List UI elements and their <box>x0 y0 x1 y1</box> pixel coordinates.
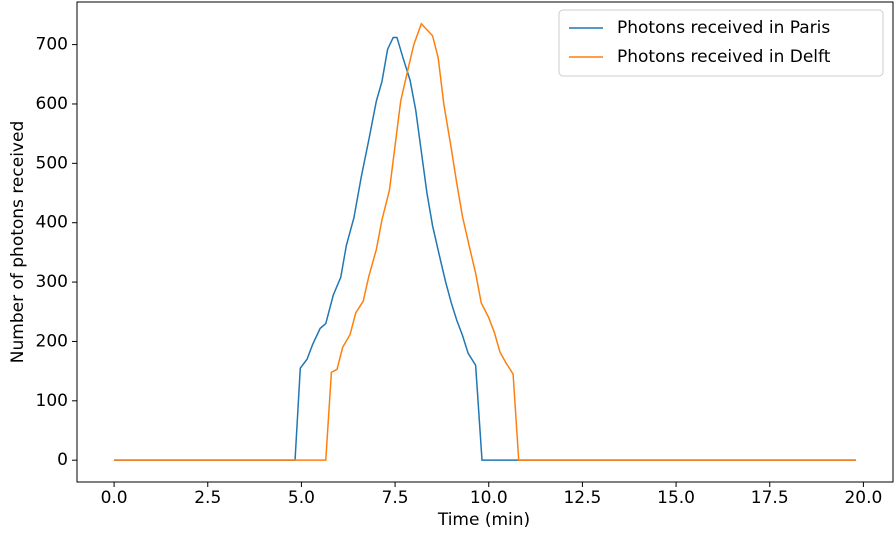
legend: Photons received in Paris Photons receive… <box>558 9 884 77</box>
legend-box <box>558 9 884 77</box>
plot-frame <box>76 1 894 483</box>
y-axis-label: Number of photons received <box>8 121 28 363</box>
x-tick-label: 7.5 <box>382 488 409 508</box>
x-tick-label: 17.5 <box>751 488 789 508</box>
data-line <box>114 22 856 461</box>
legend-label: Photons received in Delft <box>617 47 831 67</box>
x-tick-label: 5.0 <box>288 488 315 508</box>
y-tick-label: 600 <box>36 94 68 114</box>
y-tick-label: 200 <box>36 331 68 351</box>
y-tick-label: 0 <box>57 450 68 470</box>
x-tick-label: 2.5 <box>194 488 221 508</box>
legend-label: Photons received in Paris <box>617 18 830 38</box>
x-tick-label: 15.0 <box>657 488 695 508</box>
y-tick-label: 500 <box>36 153 68 173</box>
y-tick-label: 300 <box>36 272 68 292</box>
data-line <box>114 36 856 461</box>
y-tick-label: 700 <box>36 35 68 55</box>
x-tick-label: 12.5 <box>563 488 601 508</box>
x-tick-label: 10.0 <box>470 488 508 508</box>
y-tick-label: 400 <box>36 213 68 233</box>
y-tick-label: 100 <box>36 391 68 411</box>
x-tick-label: 0.0 <box>101 488 128 508</box>
x-tick-label: 20.0 <box>844 488 882 508</box>
x-axis-label: Time (min) <box>437 510 530 530</box>
